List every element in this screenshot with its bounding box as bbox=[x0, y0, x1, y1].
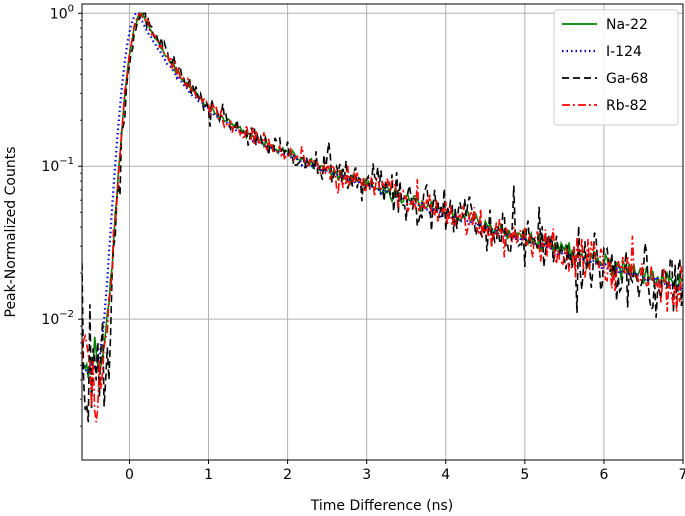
x-tick-label: 1 bbox=[204, 467, 213, 483]
legend-label: Rb-82 bbox=[606, 98, 647, 114]
y-tick-label: 100 bbox=[50, 3, 74, 22]
x-tick-label: 5 bbox=[520, 467, 529, 483]
x-axis-ticks: 0 1 2 3 4 5 6 7 bbox=[125, 460, 685, 483]
x-tick-label: 4 bbox=[441, 467, 450, 483]
series-line-i-124 bbox=[82, 12, 683, 376]
y-tick-label: 10−2 bbox=[41, 309, 74, 328]
legend: Na-22 I-124 Ga-68 Rb-82 bbox=[553, 9, 679, 126]
x-axis-title: Time Difference (ns) bbox=[310, 498, 453, 514]
series-layer bbox=[82, 12, 683, 423]
legend-label: I-124 bbox=[606, 44, 642, 60]
series-line-ga-68 bbox=[82, 12, 683, 423]
series-line-rb-82 bbox=[82, 12, 683, 423]
legend-label: Na-22 bbox=[606, 17, 648, 33]
x-tick-label: 0 bbox=[125, 467, 134, 483]
x-tick-label: 3 bbox=[362, 467, 371, 483]
x-tick-label: 7 bbox=[679, 467, 685, 483]
y-axis-ticks: 10−2 10−1 100 bbox=[41, 3, 82, 427]
x-tick-label: 6 bbox=[599, 467, 608, 483]
legend-box bbox=[553, 9, 679, 126]
x-tick-label: 2 bbox=[283, 467, 292, 483]
y-axis-title: Peak-Normalized Counts bbox=[3, 146, 19, 317]
y-tick-label: 10−1 bbox=[41, 156, 74, 175]
legend-label: Ga-68 bbox=[606, 71, 648, 87]
plot-frame bbox=[81, 3, 684, 461]
